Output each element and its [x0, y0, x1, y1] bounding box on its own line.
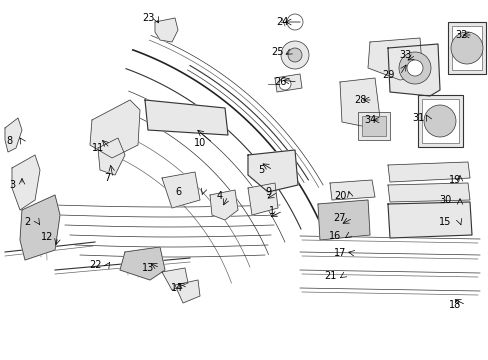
Bar	[361, 116, 385, 136]
Text: 15: 15	[438, 217, 450, 227]
Text: 19: 19	[448, 175, 460, 185]
Circle shape	[281, 41, 308, 69]
Text: 13: 13	[142, 263, 154, 273]
Bar	[451, 26, 481, 70]
Circle shape	[450, 32, 482, 64]
Text: 22: 22	[88, 260, 101, 270]
Polygon shape	[387, 183, 469, 202]
Text: 24: 24	[275, 17, 287, 27]
Polygon shape	[175, 280, 200, 303]
Polygon shape	[162, 172, 200, 208]
Polygon shape	[329, 180, 374, 200]
Text: 11: 11	[92, 143, 104, 153]
Text: 5: 5	[257, 165, 264, 175]
Text: 3: 3	[9, 180, 15, 190]
Text: 18: 18	[448, 300, 460, 310]
Text: 27: 27	[333, 213, 346, 223]
Polygon shape	[155, 18, 178, 42]
Polygon shape	[247, 150, 297, 192]
Text: 10: 10	[193, 138, 206, 148]
Text: 8: 8	[6, 136, 12, 146]
Text: 14: 14	[170, 283, 183, 293]
Text: 16: 16	[328, 231, 341, 241]
Text: 17: 17	[333, 248, 346, 258]
Polygon shape	[145, 100, 227, 135]
Circle shape	[286, 14, 303, 30]
Polygon shape	[339, 78, 379, 128]
Text: 23: 23	[142, 13, 154, 23]
Text: 6: 6	[175, 187, 181, 197]
Polygon shape	[209, 190, 238, 220]
Text: 20: 20	[333, 191, 346, 201]
Circle shape	[398, 52, 430, 84]
Polygon shape	[387, 44, 439, 96]
Polygon shape	[247, 183, 278, 215]
Polygon shape	[387, 162, 469, 182]
Polygon shape	[317, 200, 369, 240]
Circle shape	[423, 105, 455, 137]
Text: 26: 26	[273, 77, 285, 87]
Circle shape	[287, 48, 302, 62]
Text: 28: 28	[353, 95, 366, 105]
Text: 33: 33	[398, 50, 410, 60]
Polygon shape	[90, 100, 140, 158]
Text: 1: 1	[268, 206, 274, 216]
Polygon shape	[5, 118, 22, 152]
Polygon shape	[20, 195, 60, 260]
Text: 31: 31	[411, 113, 423, 123]
Text: 4: 4	[217, 191, 223, 201]
Text: 32: 32	[455, 30, 467, 40]
Polygon shape	[367, 38, 421, 80]
Text: 12: 12	[41, 232, 53, 242]
Polygon shape	[162, 268, 187, 290]
Text: 25: 25	[271, 47, 284, 57]
Polygon shape	[274, 74, 302, 92]
Text: 2: 2	[24, 217, 30, 227]
Text: 21: 21	[323, 271, 336, 281]
Text: 34: 34	[363, 115, 375, 125]
Circle shape	[279, 78, 290, 90]
Polygon shape	[387, 202, 471, 238]
Bar	[447, 22, 485, 74]
Polygon shape	[12, 155, 40, 210]
Text: 9: 9	[264, 187, 270, 197]
Bar	[421, 99, 458, 143]
Polygon shape	[120, 247, 164, 280]
Text: 29: 29	[381, 70, 393, 80]
Polygon shape	[98, 138, 125, 175]
Bar	[417, 95, 462, 147]
Text: 7: 7	[103, 173, 110, 183]
Text: 30: 30	[438, 195, 450, 205]
Bar	[357, 112, 389, 140]
Circle shape	[406, 60, 422, 76]
